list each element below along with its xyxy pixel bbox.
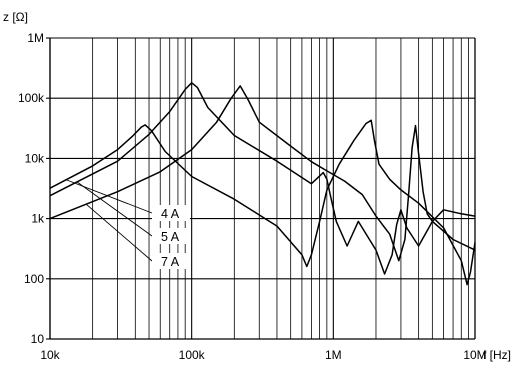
x-axis-title: f [Hz] [483,348,511,362]
x-tick-label: 100k [179,348,206,362]
series-label-7a: 7 A [161,255,180,269]
leader-line-7a [85,203,153,262]
series-curves [49,82,476,286]
series-line-5a [49,82,476,275]
plot-frame [49,38,476,340]
series-label-bg-5a [152,228,190,244]
y-tick-label: 10k [25,151,45,165]
y-axis-title: z [Ω] [3,10,28,24]
x-tick-label: 10k [40,348,60,362]
leader-line-4a [65,179,153,214]
x-tick-label: 1M [325,348,342,362]
series-label-bg-7a [152,253,190,269]
tick-labels: 10k 100k 1M 10M 10 100 1k 10k 100k 1M [18,31,487,362]
y-tick-label: 100 [24,272,44,286]
leader-line-5a [76,181,153,237]
series-label-bg-4a [152,205,190,221]
series-label-4a: 4 A [161,207,180,221]
grid-lines [46,37,475,340]
series-line-4a [49,119,476,286]
series-leader-lines [65,179,153,262]
series-line-7a [49,85,476,262]
y-tick-label: 100k [18,91,45,105]
x-tick-label: 10M [463,348,486,362]
y-tick-label: 1M [27,31,44,45]
y-tick-label: 1k [31,212,45,226]
y-tick-label: 10 [31,332,45,346]
series-label-5a: 5 A [161,230,180,244]
